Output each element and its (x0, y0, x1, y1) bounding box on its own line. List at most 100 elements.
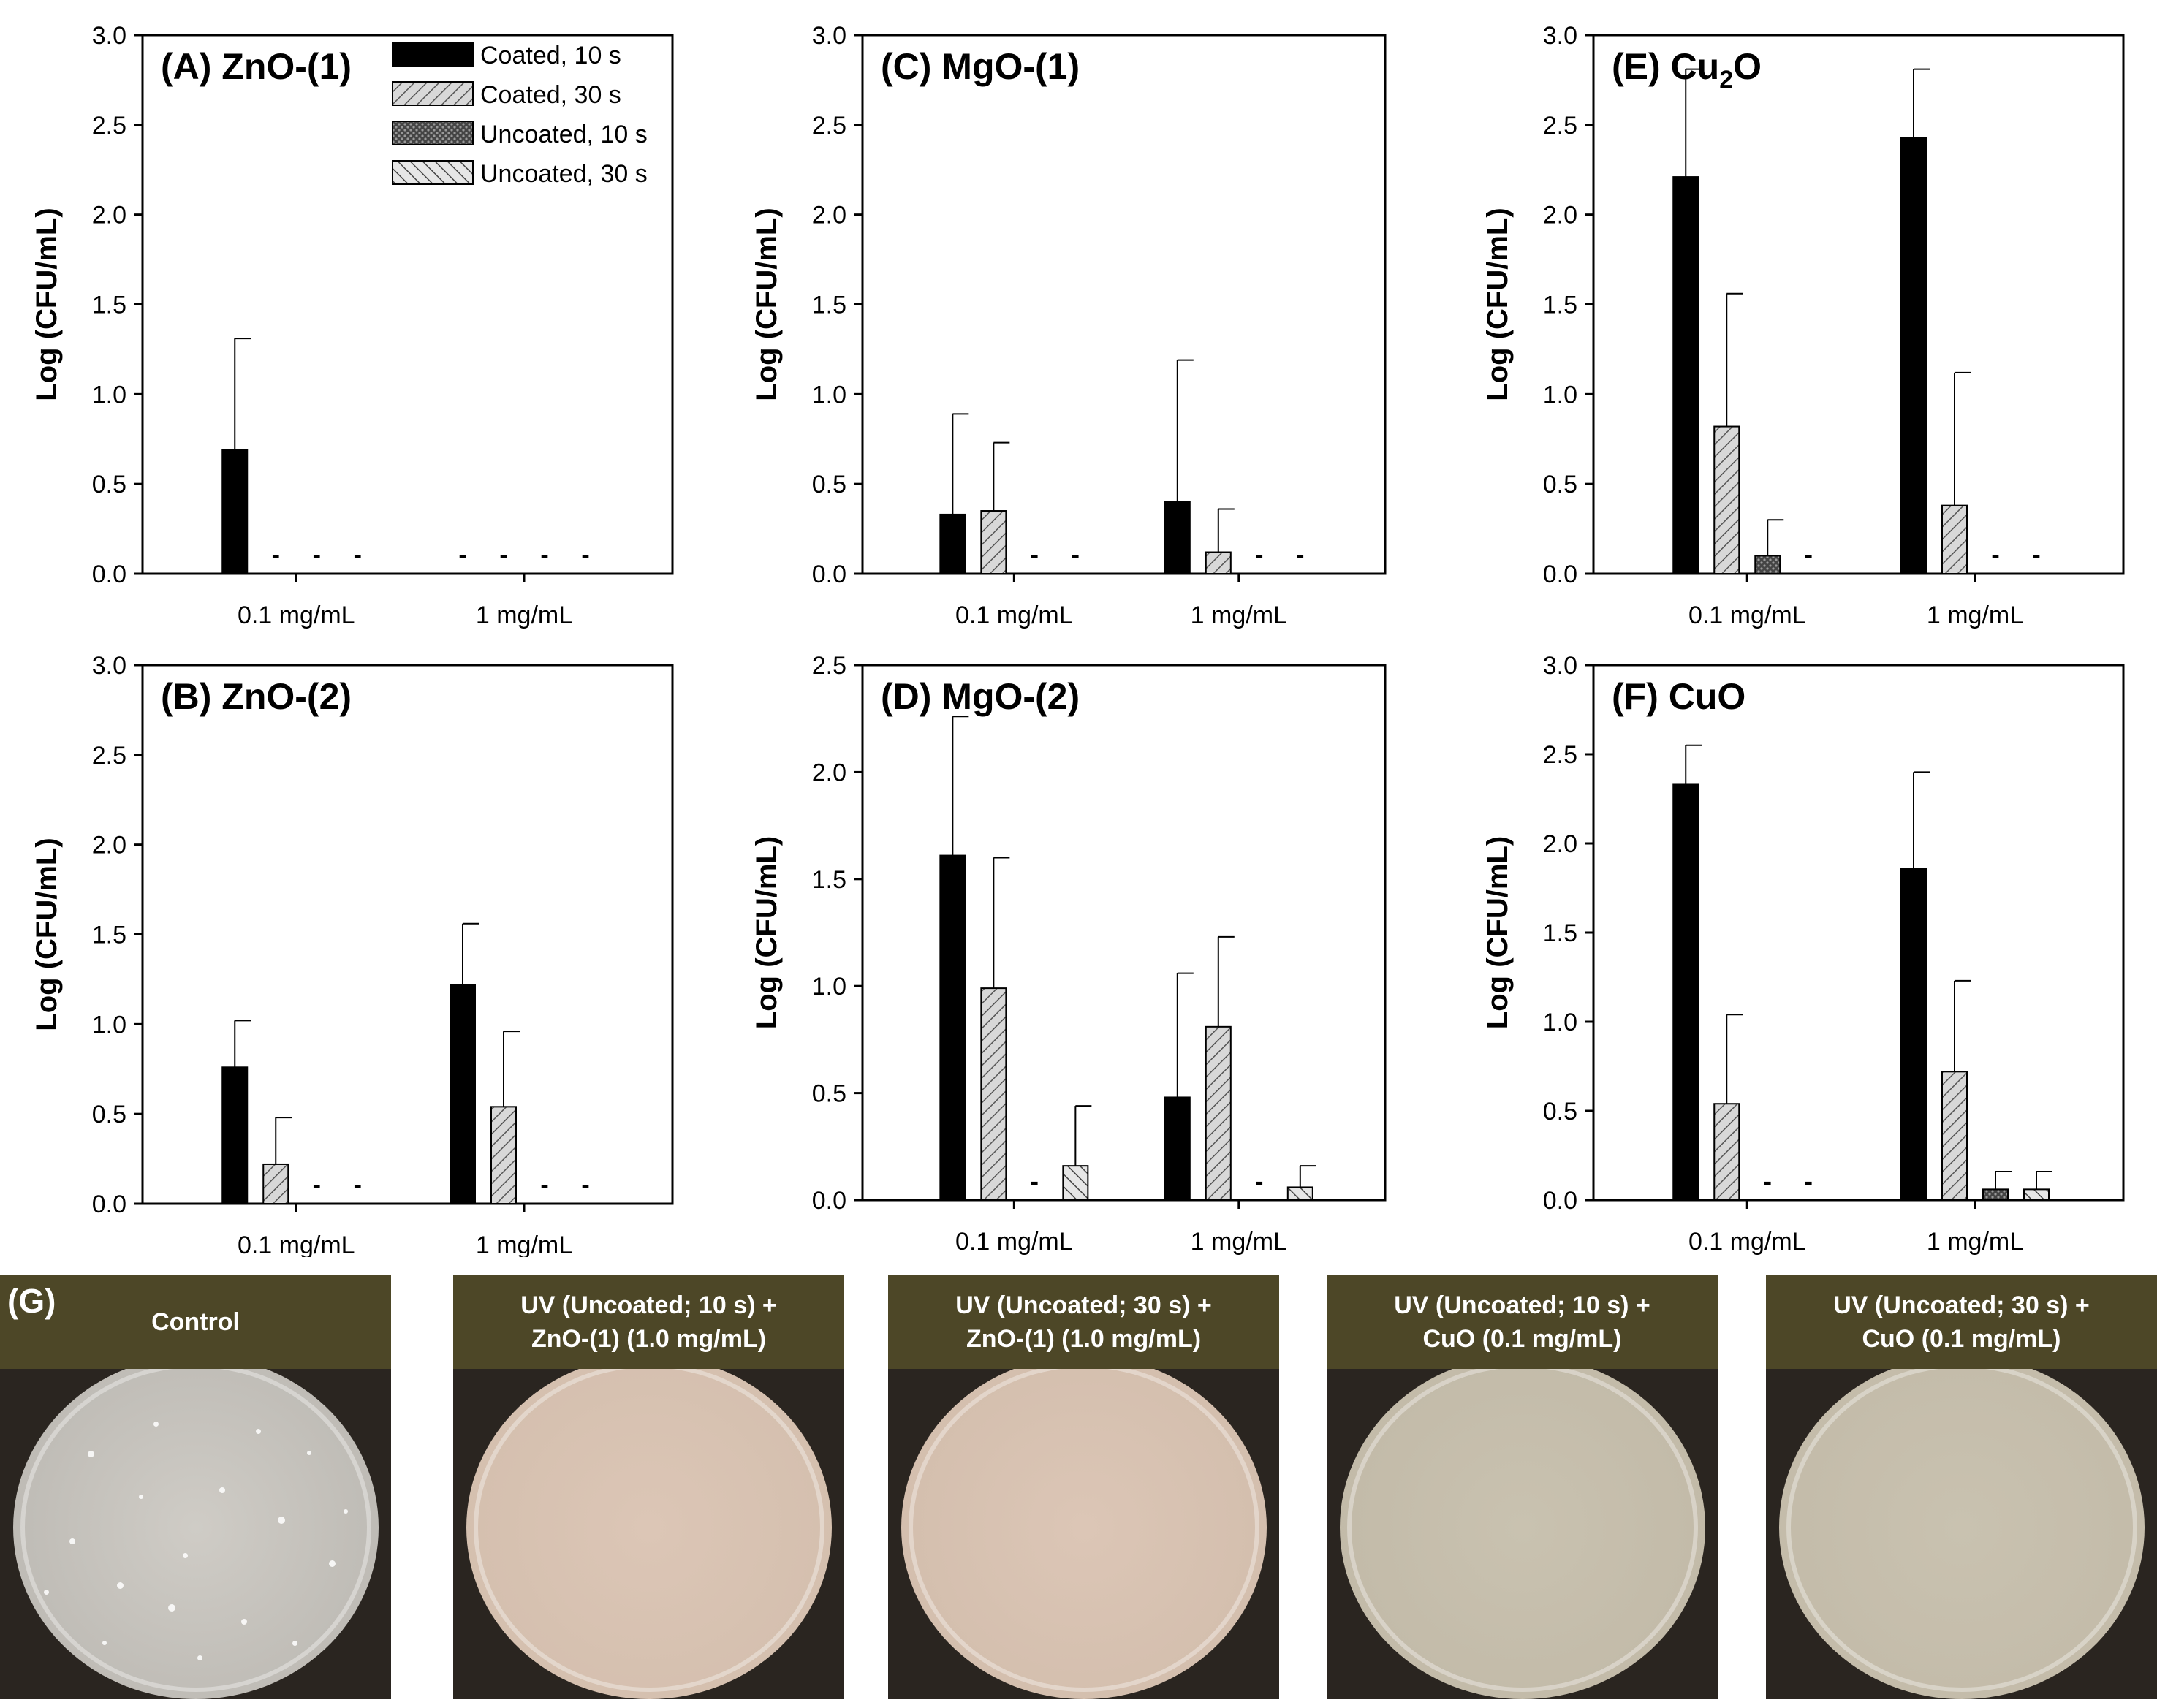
y-axis-label: Log (CFU/mL) (1482, 836, 1514, 1029)
petri-dish-rim (20, 1363, 371, 1692)
bar-coated-30-s (1941, 1071, 1968, 1201)
colony (44, 1590, 49, 1595)
y-tick-label: 0.0 (812, 561, 846, 588)
colony (307, 1451, 311, 1455)
bar-coated-10-s (1900, 137, 1927, 574)
bar-coated-30-s (980, 510, 1007, 574)
colony (183, 1553, 188, 1558)
x-tick-label: 1 mg/mL (1927, 601, 2023, 629)
bar-coated-30-s (1713, 1103, 1740, 1201)
colony (278, 1517, 285, 1524)
bar-coated-30-s (1205, 1025, 1232, 1202)
x-tick-label: 1 mg/mL (476, 1231, 572, 1257)
y-tick-label: 1.5 (812, 866, 846, 894)
not-detected-mark: - (354, 1172, 362, 1199)
chart-panel-C: 0.0 0.5 1.0 1.5 2.0 2.5 3.0 Log (CFU/mL) (C) MgO… (751, 22, 1387, 629)
bar-coated-30-s (490, 1106, 517, 1204)
bar-coated-10-s (221, 1066, 249, 1204)
photo-caption-line2: ZnO-(1) (1.0 mg/mL) (531, 1325, 767, 1353)
y-tick-label: 1.5 (812, 292, 846, 319)
not-detected-mark: - (1805, 1168, 1813, 1196)
x-tick-label: 0.1 mg/mL (238, 1231, 355, 1257)
y-tick-label: 1.5 (92, 292, 126, 319)
y-tick-label: 3.0 (92, 652, 126, 680)
colony (168, 1604, 175, 1612)
bar-uncoated-10-s (1754, 555, 1781, 575)
not-detected-mark: - (313, 1172, 321, 1199)
y-tick-label: 0.5 (92, 471, 126, 498)
y-tick-label: 1.0 (1543, 1009, 1577, 1036)
petri-dish-rim (909, 1363, 1259, 1692)
not-detected-mark: - (1255, 542, 1263, 569)
colony (88, 1451, 94, 1457)
bar-coated-10-s (450, 984, 476, 1204)
bar-coated-10-s (1900, 868, 1927, 1202)
x-tick-label: 1 mg/mL (1191, 601, 1287, 629)
y-tick-label: 0.5 (1543, 1098, 1577, 1126)
photo-card-control: Control (G) (0, 1275, 391, 1699)
y-tick-label: 0.5 (812, 471, 846, 498)
legend-label: Coated, 30 s (480, 81, 621, 109)
photo-caption-line2: CuO (0.1 mg/mL) (1862, 1325, 2061, 1353)
chart-panel-B: 0.0 0.5 1.0 1.5 2.0 2.5 3.0 Log (CFU/mL) (B) ZnO… (31, 652, 674, 1257)
bar-coated-10-s (1164, 1096, 1191, 1202)
y-tick-label: 3.0 (1543, 652, 1577, 680)
y-tick-label: 1.5 (1543, 292, 1577, 319)
chart-title-main: (E) Cu (1612, 46, 1719, 87)
chart-panel-F: 0.0 0.5 1.0 1.5 2.0 2.5 3.0 Log (CFU/mL) (F) CuO… (1482, 652, 2125, 1256)
bar-coated-30-s (980, 987, 1007, 1202)
bar-uncoated-30-s (1062, 1165, 1089, 1201)
photo-caption-line1: UV (Uncoated; 30 s) + (955, 1291, 1212, 1319)
bar-coated-30-s (1205, 551, 1232, 575)
y-tick-label: 2.0 (1543, 830, 1577, 858)
y-tick-label: 3.0 (92, 22, 126, 50)
photo-caption-line1: Control (151, 1308, 240, 1336)
y-axis-label: Log (CFU/mL) (31, 208, 63, 401)
colony (329, 1560, 336, 1567)
y-tick-label: 0.0 (92, 1191, 126, 1218)
photo-caption-line2: CuO (0.1 mg/mL) (1422, 1325, 1622, 1353)
bar-coated-30-s (1713, 425, 1740, 575)
petri-dish-rim (1786, 1363, 2137, 1692)
plot-frame (861, 34, 1387, 575)
chart-panel-E: 0.0 0.5 1.0 1.5 2.0 2.5 3.0 Log (CFU/mL) (E) Cu2… (1482, 22, 2125, 629)
x-tick-label: 1 mg/mL (1927, 1228, 2023, 1256)
plot-frame (861, 664, 1387, 1202)
bar-coated-10-s (1672, 783, 1699, 1201)
not-detected-mark: - (354, 542, 362, 569)
legend-swatch (392, 160, 474, 185)
photo-row: Control (G) UV (Uncoated; 10 s) + ZnO-(1… (0, 1275, 2157, 1707)
colony (292, 1641, 297, 1646)
not-detected-mark: - (581, 542, 589, 569)
y-tick-label: 0.0 (1543, 1187, 1577, 1215)
photo-caption-line2: ZnO-(1) (1.0 mg/mL) (966, 1325, 1202, 1353)
legend-label: Uncoated, 10 s (480, 121, 648, 148)
bar-coated-10-s (939, 854, 966, 1202)
bar-coated-30-s (1941, 504, 1968, 574)
bar-charts-figure: 0.0 0.5 1.0 1.5 2.0 2.5 3.0 Log (CFU/mL) (A) ZnO… (31, 22, 2125, 1257)
not-detected-mark: - (272, 542, 280, 569)
panel-g-label: (G) (7, 1282, 56, 1320)
bar-coated-30-s (262, 1163, 289, 1205)
not-detected-mark: - (458, 542, 466, 569)
chart-panel-A: 0.0 0.5 1.0 1.5 2.0 2.5 3.0 Log (CFU/mL) (A) ZnO… (31, 22, 674, 629)
legend-label: Coated, 10 s (480, 42, 621, 69)
colony (197, 1655, 202, 1660)
y-tick-label: 0.5 (1543, 471, 1577, 498)
chart-title: (C) MgO-(1) (881, 46, 1080, 87)
y-tick-label: 1.0 (1543, 381, 1577, 409)
chart-title: (F) CuO (1612, 676, 1745, 717)
chart-panel-D: 0.0 0.5 1.0 1.5 2.0 2.5 Log (CFU/mL) (D) MgO-(2… (751, 652, 1387, 1256)
y-axis-label: Log (CFU/mL) (31, 838, 63, 1031)
y-tick-label: 2.5 (1543, 112, 1577, 140)
colony (344, 1509, 348, 1514)
y-tick-label: 0.0 (1543, 561, 1577, 588)
y-tick-label: 2.5 (92, 742, 126, 770)
y-tick-label: 1.0 (92, 1011, 126, 1039)
legend-swatch (392, 121, 474, 145)
y-tick-label: 2.5 (1543, 741, 1577, 769)
colony (219, 1487, 225, 1493)
bar-coated-10-s (1164, 501, 1191, 575)
photo-banner: UV (Uncoated; 30 s) + ZnO-(1) (1.0 mg/mL… (888, 1275, 1279, 1369)
legend-swatch (392, 81, 474, 106)
